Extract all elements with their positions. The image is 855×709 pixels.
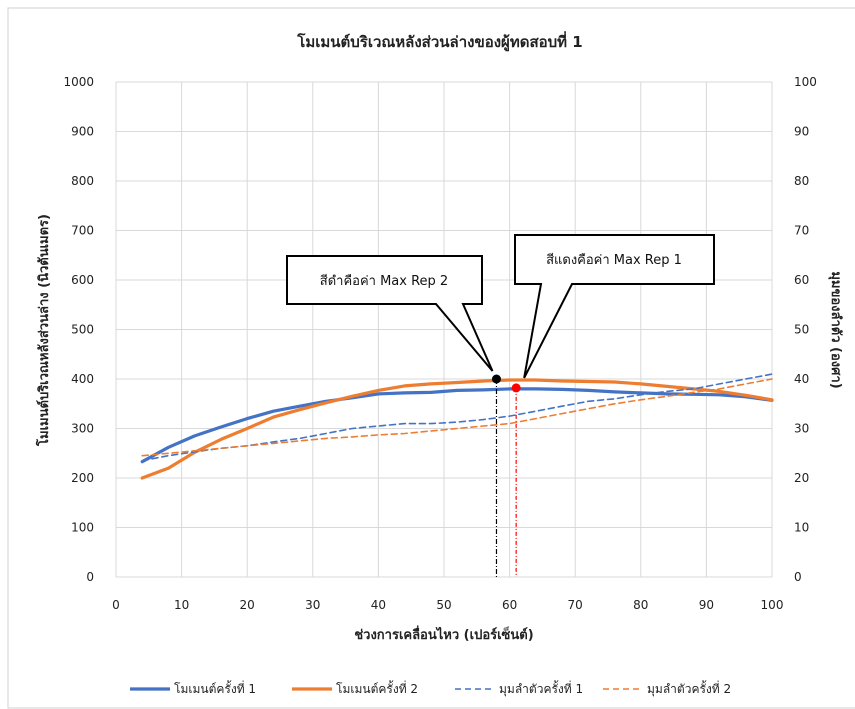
y-tick-label: 600	[71, 273, 94, 287]
series-line-3	[141, 378, 773, 457]
y-tick-label: 0	[86, 570, 94, 584]
y2-tick-label: 90	[794, 125, 809, 139]
y-axis-title: โมเมนต์บริเวณหลังส่วนล่าง (นิวตันเมตร)	[35, 214, 52, 447]
grid	[115, 81, 773, 578]
y2-tick-label: 100	[794, 75, 817, 89]
y2-tick-label: 0	[794, 570, 802, 584]
series-line-1	[140, 378, 774, 480]
y-tick-label: 400	[71, 372, 94, 386]
y2-tick-label: 50	[794, 323, 809, 337]
y-tick-label: 700	[71, 224, 94, 238]
legend-label-1: โมเมนต์ครั้งที่ 2	[336, 680, 418, 696]
x-axis-title: ช่วงการเคลื่อนไหว (เปอร์เซ็นต์)	[354, 625, 533, 643]
y2-tick-label: 10	[794, 521, 809, 535]
series-layer	[140, 373, 774, 480]
x-tick-label: 20	[240, 598, 255, 612]
marker-layer	[491, 374, 521, 393]
x-tick-label: 60	[502, 598, 517, 612]
y2-tick-label: 40	[794, 372, 809, 386]
y2-tick-label: 80	[794, 174, 809, 188]
callout-max-rep-2-box	[286, 255, 494, 372]
legend-label-0: โมเมนต์ครั้งที่ 1	[174, 680, 256, 696]
y-tick-label: 1000	[63, 75, 94, 89]
y-tick-label: 200	[71, 471, 94, 485]
marker-point-1	[511, 383, 521, 393]
x-tick-label: 30	[305, 598, 320, 612]
y2-tick-label: 20	[794, 471, 809, 485]
callout-layer: สีดำคือค่า Max Rep 2 สีแดงคือค่า Max Rep…	[286, 234, 715, 379]
callout-max-rep-2-text: สีดำคือค่า Max Rep 2	[320, 273, 448, 289]
x-tick-label: 80	[633, 598, 648, 612]
legend: โมเมนต์ครั้งที่ 1 โมเมนต์ครั้งที่ 2 มุมลำต…	[130, 680, 731, 697]
y2-tick-label: 60	[794, 273, 809, 287]
legend-label-2: มุมลำตัวครั้งที่ 1	[499, 680, 583, 697]
x-tick-label: 70	[568, 598, 583, 612]
y2-tick-label: 70	[794, 224, 809, 238]
y-tick-label: 500	[71, 323, 94, 337]
x-tick-label: 50	[436, 598, 451, 612]
series-line-0	[140, 387, 774, 464]
y-tick-label: 800	[71, 174, 94, 188]
y-tick-label: 900	[71, 125, 94, 139]
y-tick-label: 300	[71, 422, 94, 436]
legend-label-3: มุมลำตัวครั้งที่ 2	[647, 680, 731, 697]
callout-max-rep-1-text: สีแดงคือค่า Max Rep 1	[546, 252, 682, 268]
x-tick-label: 0	[112, 598, 120, 612]
guide-layer	[495, 379, 517, 577]
y2-axis-title: มุมของลำตัว (องศา)	[828, 271, 844, 388]
chart-frame	[7, 7, 855, 709]
marker-point-0	[491, 374, 501, 384]
y-tick-label: 100	[71, 521, 94, 535]
callout-max-rep-1-box	[514, 234, 715, 379]
x-tick-label: 40	[371, 598, 386, 612]
chart-title: โมเมนต์บริเวณหลังส่วนล่างของผู้ทดสอบที่ …	[296, 31, 582, 52]
x-tick-label: 10	[174, 598, 189, 612]
x-tick-label: 90	[699, 598, 714, 612]
x-tick-label: 100	[761, 598, 784, 612]
y2-tick-label: 30	[794, 422, 809, 436]
